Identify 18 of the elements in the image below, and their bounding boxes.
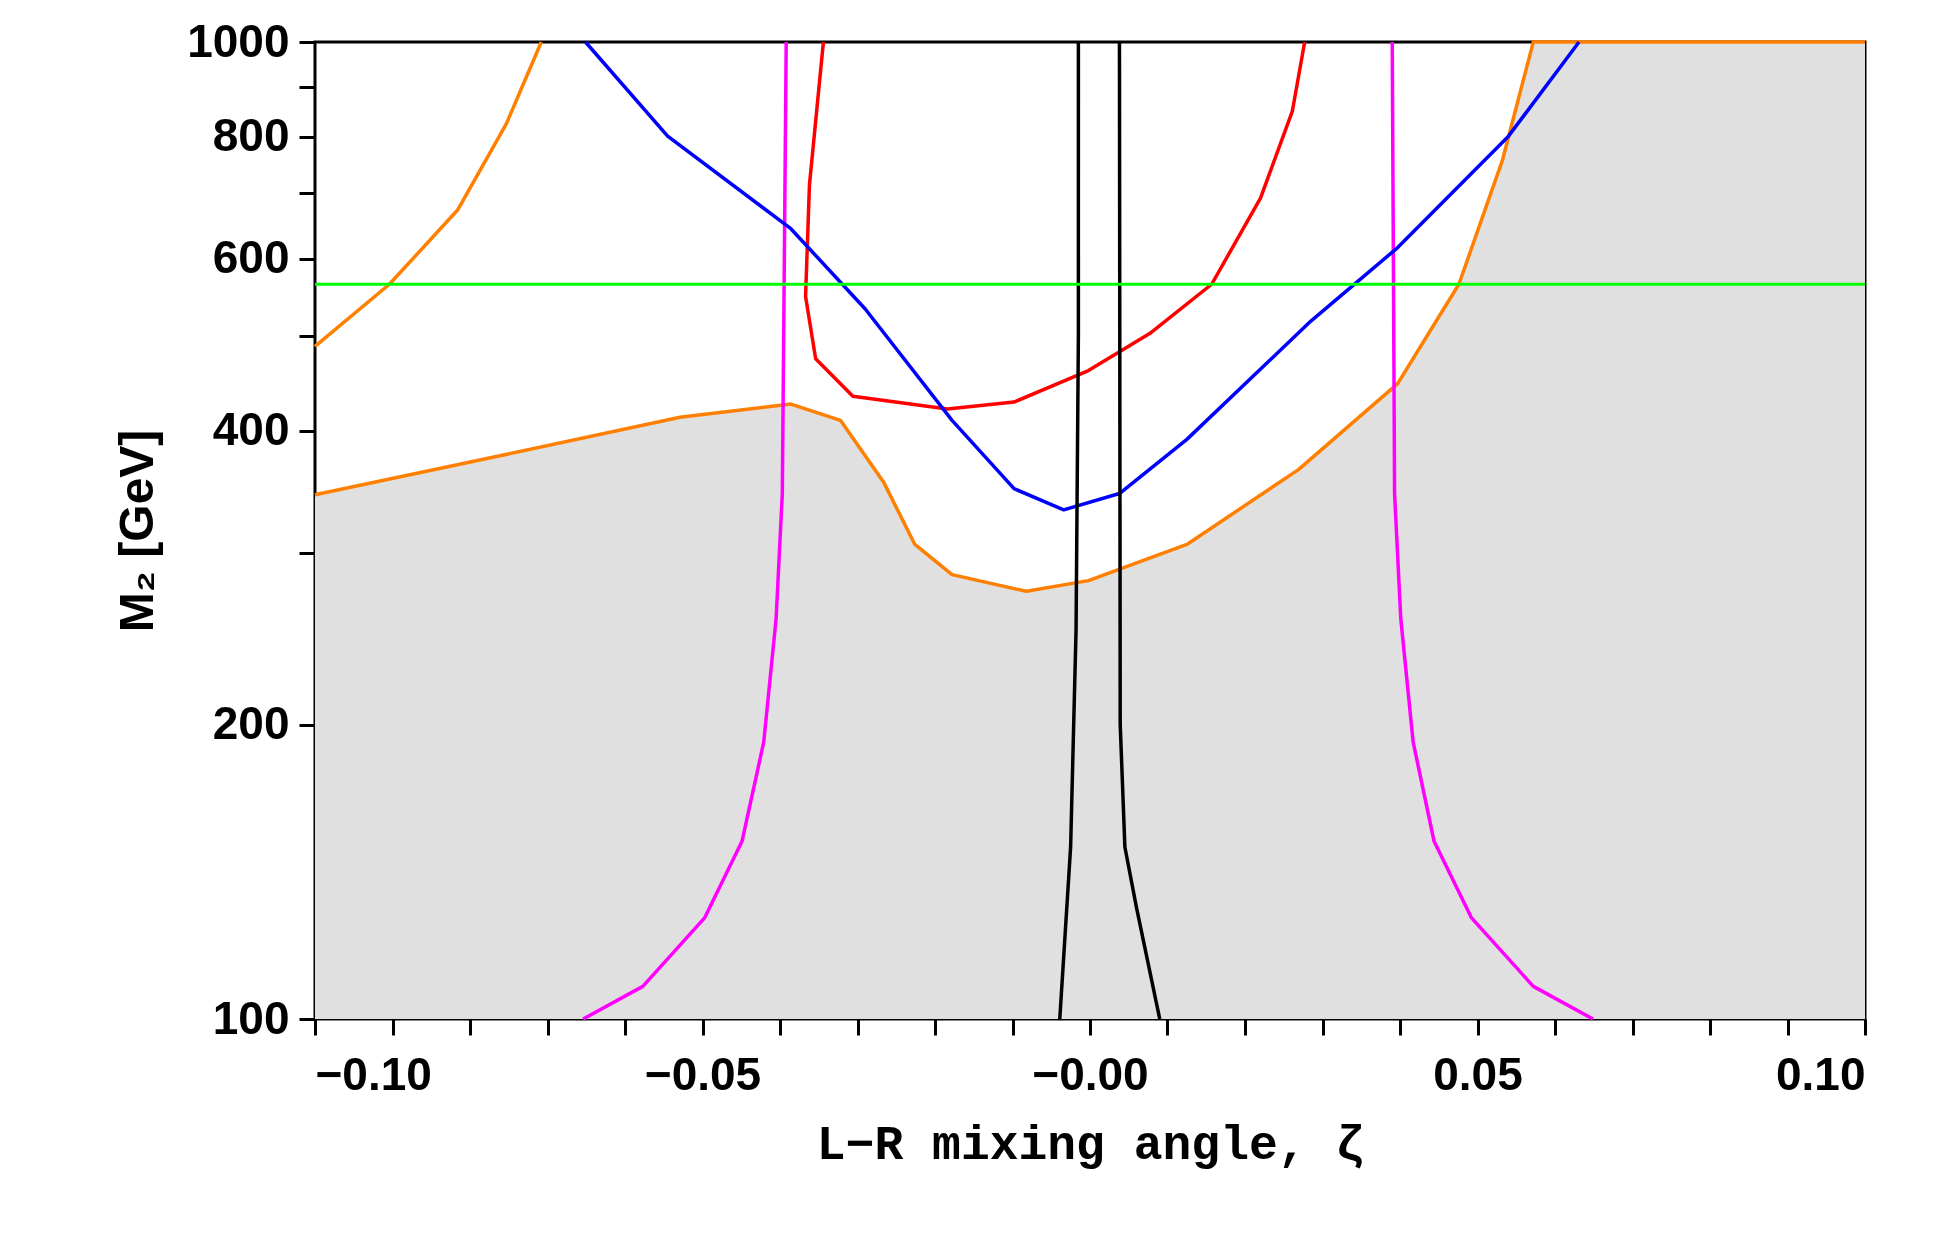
line-series: [803, 40, 1307, 411]
y-tick-label: 1000: [187, 14, 290, 67]
y-axis-title: M₂ [GeV]: [110, 429, 164, 633]
line-series: [581, 40, 788, 1021]
line-series: [1390, 40, 1595, 1021]
y-tick-label: 800: [212, 109, 290, 162]
x-tick-label: −0.05: [644, 1047, 762, 1100]
x-axis-title: L−R mixing angle, ζ: [816, 1118, 1365, 1173]
line-series: [583, 40, 1581, 512]
x-tick-label: −0.10: [315, 1047, 432, 1100]
x-tick-label: 0.10: [1775, 1047, 1866, 1100]
x-tick-label: 0.05: [1433, 1047, 1523, 1100]
y-tick-label: 200: [212, 697, 290, 750]
line-series: [313, 40, 544, 349]
y-tick-label: 400: [212, 403, 290, 456]
y-tick-label: 600: [212, 231, 290, 284]
x-tick-label: −0.00: [1032, 1047, 1149, 1100]
y-tick-label: 100: [212, 991, 290, 1044]
